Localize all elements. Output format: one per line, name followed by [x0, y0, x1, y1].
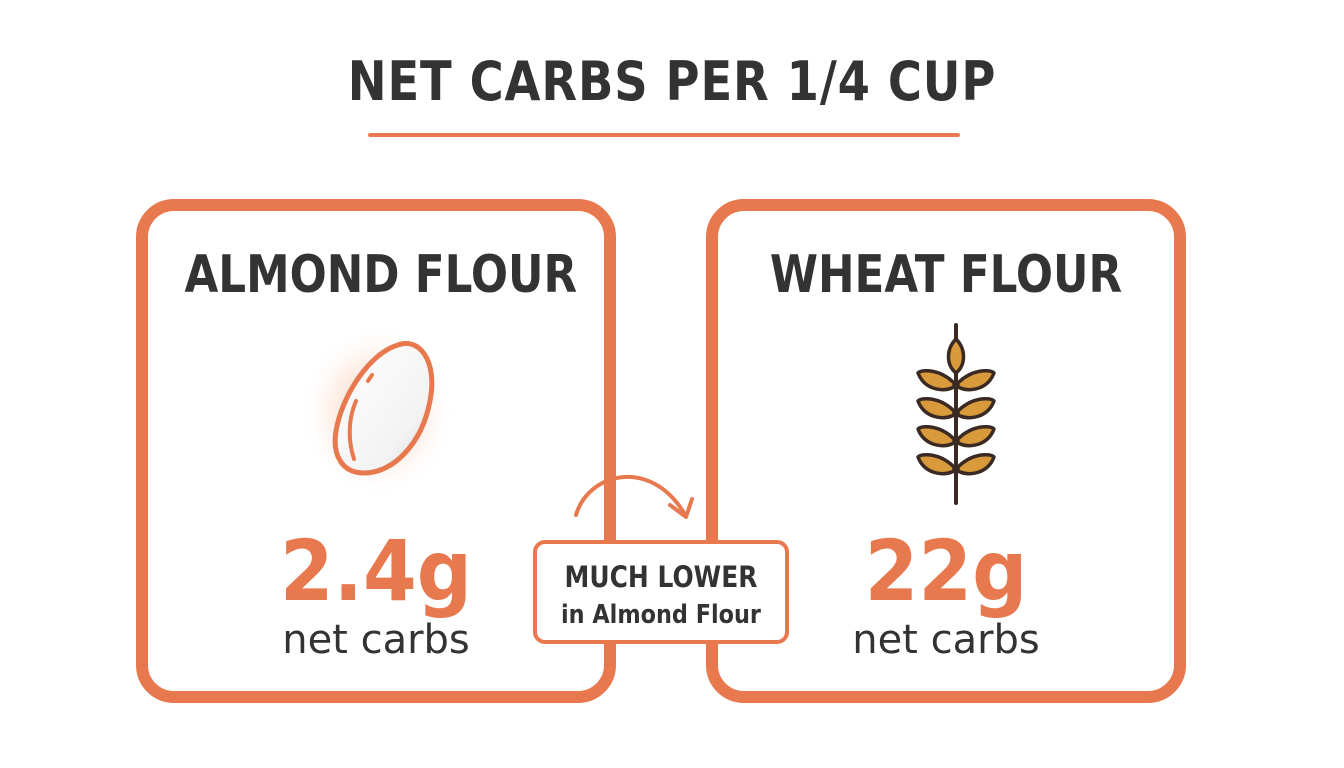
callout-subtext: in Almond Flour — [561, 600, 761, 630]
wheat-icon — [916, 323, 996, 505]
page-title: NET CARBS PER 1/4 CUP — [347, 50, 997, 113]
curved-arrow-icon — [574, 475, 694, 519]
almond-icon — [300, 325, 456, 497]
title-underline — [368, 133, 960, 137]
comparison-callout: MUCH LOWER in Almond Flour — [533, 540, 789, 644]
wheat-net-carbs-value: 22g — [864, 522, 1028, 620]
wheat-flour-title: WHEAT FLOUR — [769, 245, 1123, 305]
almond-net-carbs-label: net carbs — [282, 617, 470, 663]
wheat-net-carbs-label: net carbs — [852, 617, 1040, 663]
callout-headline: MUCH LOWER — [564, 560, 758, 594]
almond-flour-title: ALMOND FLOUR — [184, 245, 578, 305]
almond-net-carbs-value: 2.4g — [279, 522, 473, 620]
almond-flour-card: ALMOND FLOUR 2.4g net carbs — [136, 199, 616, 703]
